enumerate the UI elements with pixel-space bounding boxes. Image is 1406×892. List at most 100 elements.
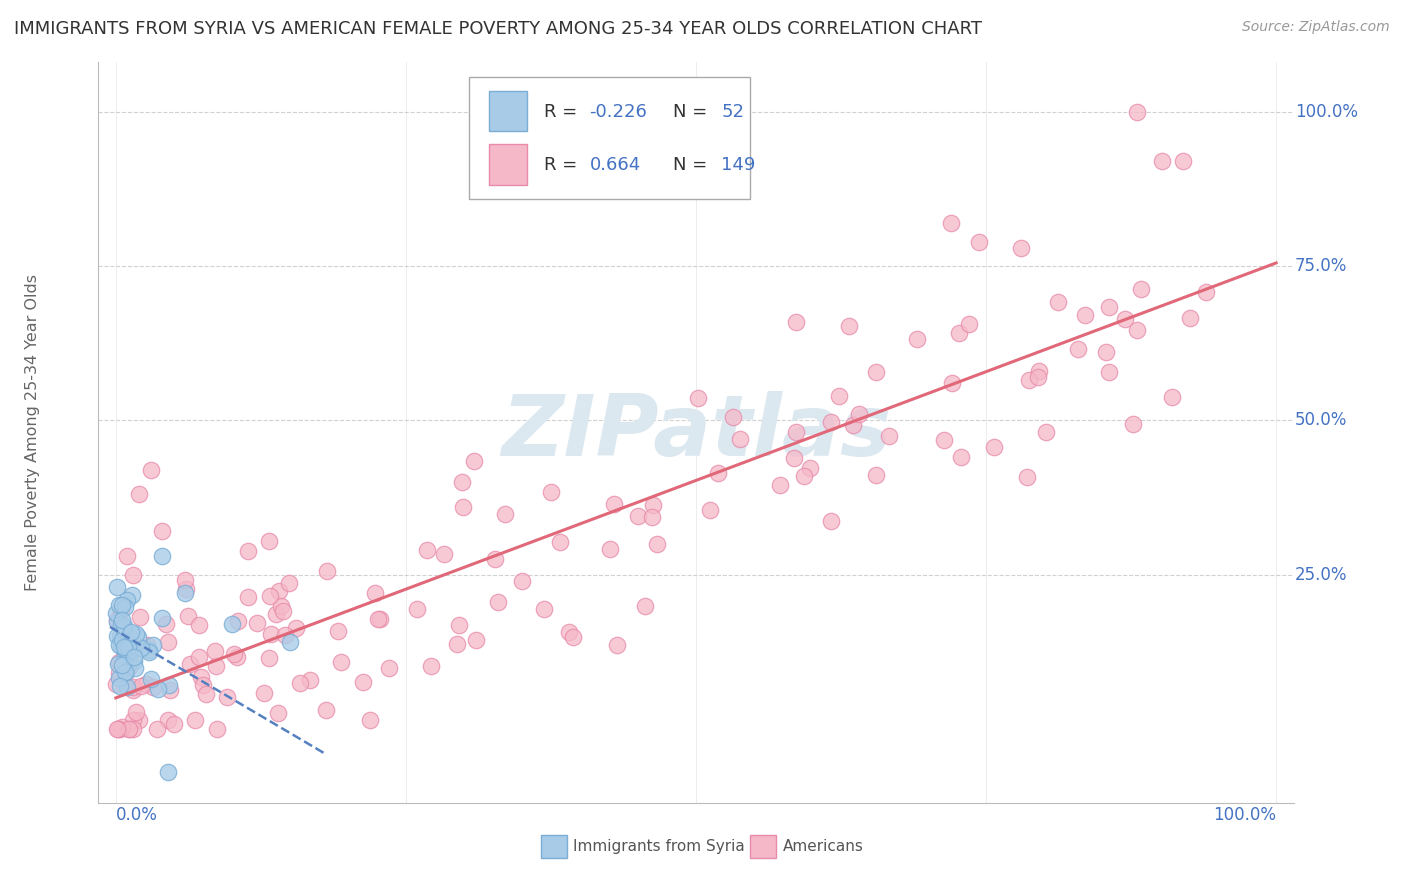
Point <box>769 477 792 491</box>
Point <box>111 658 134 673</box>
Point <box>114 599 136 614</box>
Point <box>122 722 145 736</box>
Point <box>107 722 129 736</box>
Point <box>783 450 806 465</box>
Point <box>246 615 269 630</box>
Point <box>941 216 963 230</box>
Text: 25.0%: 25.0% <box>1295 566 1347 583</box>
Point <box>105 606 128 620</box>
Point <box>146 722 169 736</box>
Point <box>603 497 626 511</box>
Point <box>599 542 621 557</box>
Point <box>359 713 381 727</box>
Point <box>128 713 150 727</box>
Point <box>1160 391 1182 405</box>
Point <box>118 660 141 674</box>
Point <box>238 590 260 604</box>
Point <box>142 638 165 652</box>
Point <box>121 680 143 694</box>
Point <box>117 644 139 658</box>
Point <box>1126 104 1149 119</box>
Point <box>222 648 245 662</box>
Point <box>194 687 217 701</box>
Point <box>793 469 815 483</box>
Point <box>562 630 585 644</box>
Point <box>367 612 389 626</box>
Point <box>634 599 657 613</box>
Text: 100.0%: 100.0% <box>1213 805 1277 824</box>
Point <box>115 665 138 679</box>
Bar <box>489 144 527 185</box>
Point <box>420 658 443 673</box>
Point <box>1018 373 1040 387</box>
Point <box>433 547 456 561</box>
Point <box>969 235 991 250</box>
Point <box>686 391 709 405</box>
Point <box>957 317 980 331</box>
Text: Americans: Americans <box>783 839 865 854</box>
Bar <box>541 835 567 858</box>
Point <box>129 640 152 655</box>
Point <box>114 626 136 640</box>
Point <box>315 704 337 718</box>
Point <box>122 683 145 698</box>
Point <box>364 586 387 600</box>
Point <box>117 640 139 655</box>
Point <box>135 676 157 690</box>
Text: N =: N = <box>673 156 713 174</box>
Point <box>157 764 180 779</box>
Point <box>120 625 142 640</box>
Point <box>121 588 143 602</box>
Point <box>111 632 134 647</box>
Point <box>117 722 139 736</box>
Point <box>533 602 555 616</box>
Point <box>120 646 142 660</box>
Point <box>125 627 148 641</box>
Text: R =: R = <box>544 156 583 174</box>
Point <box>328 624 350 638</box>
Point <box>146 682 169 697</box>
Text: 0.0%: 0.0% <box>115 805 157 824</box>
Point <box>1028 364 1050 378</box>
Point <box>115 593 138 607</box>
Point <box>110 603 132 617</box>
Point <box>415 543 437 558</box>
Point <box>111 720 134 734</box>
Point <box>330 655 353 669</box>
FancyBboxPatch shape <box>470 78 749 200</box>
Point <box>486 595 509 609</box>
Point <box>108 665 131 680</box>
Text: 75.0%: 75.0% <box>1295 257 1347 275</box>
Point <box>1126 323 1149 337</box>
Point <box>111 632 134 647</box>
Point <box>150 524 173 539</box>
Point <box>1035 425 1057 439</box>
Point <box>156 713 179 727</box>
Point <box>108 722 131 736</box>
Point <box>112 640 135 655</box>
Point <box>820 416 842 430</box>
Bar <box>749 835 776 858</box>
Point <box>1195 285 1218 299</box>
Point <box>983 440 1005 454</box>
Text: 100.0%: 100.0% <box>1295 103 1358 120</box>
Point <box>1067 342 1090 356</box>
Point <box>721 409 744 424</box>
Text: 52: 52 <box>721 103 744 121</box>
Point <box>114 665 136 679</box>
Point <box>799 461 821 475</box>
Point <box>540 484 562 499</box>
Text: N =: N = <box>673 103 713 121</box>
Point <box>125 640 148 654</box>
Point <box>707 466 730 480</box>
Point <box>905 332 928 346</box>
Point <box>122 654 145 668</box>
Point <box>122 650 145 665</box>
Point <box>155 617 177 632</box>
Point <box>730 432 752 446</box>
Point <box>156 634 179 648</box>
Point <box>865 468 887 483</box>
Point <box>150 611 173 625</box>
Point <box>378 661 401 675</box>
Point <box>932 433 955 447</box>
